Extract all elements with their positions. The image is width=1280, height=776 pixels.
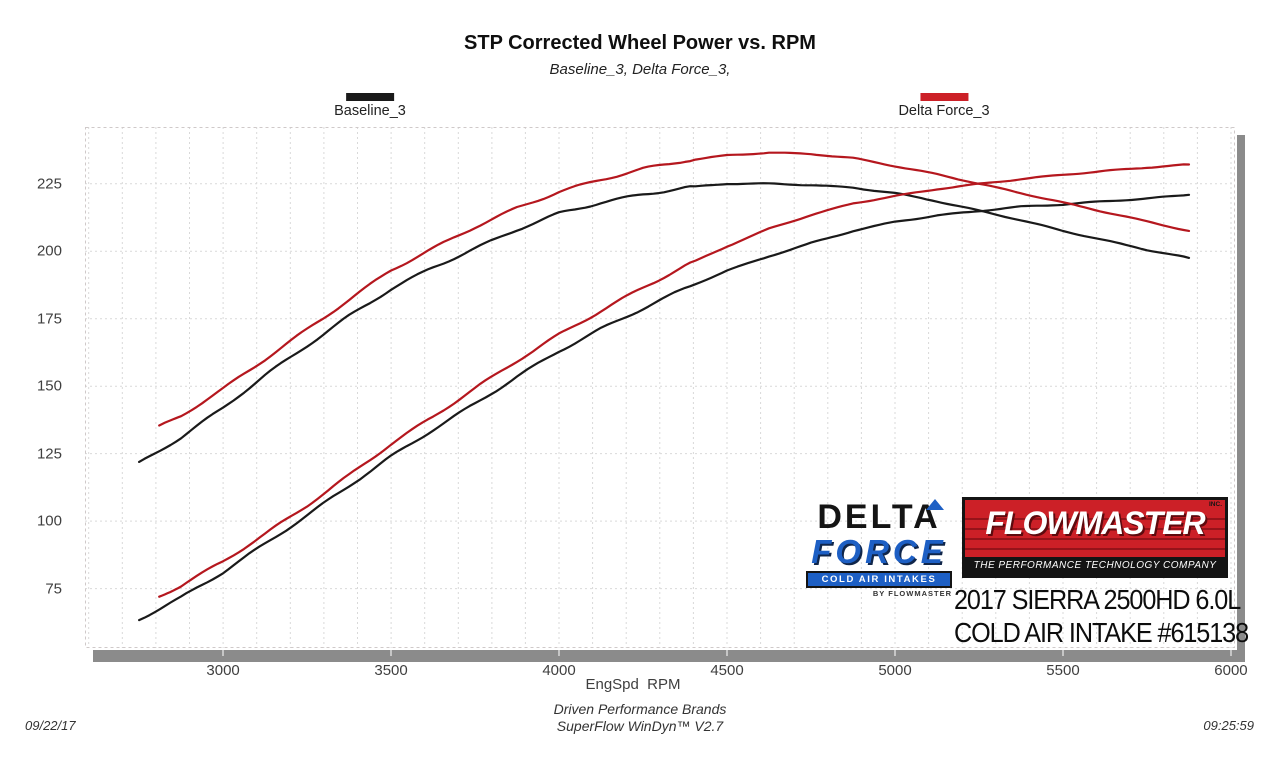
delta-a-triangle-icon xyxy=(926,499,944,510)
footer-software-line: SuperFlow WinDyn™ V2.7 xyxy=(556,718,724,734)
y-tick-label: 200 xyxy=(36,242,62,260)
legend-swatch-baseline xyxy=(346,93,394,101)
footer-brand-line: Driven Performance Brands xyxy=(553,701,727,717)
legend-entry-baseline: Baseline_3 xyxy=(334,93,406,119)
axis-shadow-bottom xyxy=(93,650,1245,662)
x-tick-mark xyxy=(558,650,561,656)
delta-force-logo: DELTA FORCE COLD AIR INTAKES BY FLOWMAST… xyxy=(806,498,952,598)
legend-label-baseline: Baseline_3 xyxy=(334,103,406,119)
series-curve-baseline-3-torque xyxy=(137,182,1191,463)
delta-force-logo-force-text: FORCE xyxy=(811,533,947,570)
x-axis-title: EngSpd RPM xyxy=(585,676,681,693)
plot-frame xyxy=(85,127,1235,648)
x-tick-mark xyxy=(726,650,729,656)
y-tick-label: 225 xyxy=(36,175,62,193)
legend-label-delta-force: Delta Force_3 xyxy=(898,103,990,119)
x-tick-mark xyxy=(1061,650,1064,656)
flowmaster-logo-name: FLOWMASTER xyxy=(985,505,1205,541)
series-curve-delta-force-3-torque xyxy=(158,151,1191,427)
x-tick-label: 4500 xyxy=(710,662,744,679)
x-tick-label: 3500 xyxy=(374,662,408,679)
flowmaster-pinstripes xyxy=(965,510,1225,552)
x-tick-mark xyxy=(222,650,225,656)
report-time: 09:25:59 xyxy=(1203,718,1254,733)
y-tick-label: 100 xyxy=(36,512,62,530)
x-tick-label: 6000 xyxy=(1214,662,1248,679)
vehicle-description-line1: 2017 SIERRA 2500HD 6.0L xyxy=(954,584,1241,615)
delta-force-logo-cold-air-intakes: COLD AIR INTAKES xyxy=(806,571,952,588)
series-curve-baseline-3-power xyxy=(137,193,1191,622)
x-tick-mark xyxy=(894,650,896,656)
legend-entry-delta-force: Delta Force_3 xyxy=(898,93,990,119)
x-tick-mark xyxy=(1229,650,1232,656)
flowmaster-logo-inc: INC. xyxy=(1209,501,1222,508)
flowmaster-logo-tagline: THE PERFORMANCE TECHNOLOGY COMPANY xyxy=(965,557,1225,575)
delta-force-logo-delta-text: DELTA xyxy=(817,498,941,536)
legend-swatch-delta-force xyxy=(919,93,968,101)
x-tick-mark xyxy=(390,650,393,656)
chart-plot-area xyxy=(85,127,1235,648)
y-tick-label: 125 xyxy=(36,445,62,463)
flowmaster-logo: FLOWMASTER INC. THE PERFORMANCE TECHNOLO… xyxy=(962,497,1228,578)
y-tick-label: 175 xyxy=(36,310,62,328)
page-subtitle: Baseline_3, Delta Force_3, xyxy=(549,61,731,78)
vehicle-description-line2: COLD AIR INTAKE #615138 xyxy=(954,617,1249,648)
axis-shadow-right xyxy=(1237,135,1245,662)
page-title: STP Corrected Wheel Power vs. RPM xyxy=(464,32,816,54)
report-date: 09/22/17 xyxy=(25,718,76,733)
x-tick-label: 5500 xyxy=(1046,662,1080,679)
delta-force-logo-by-flowmaster: BY FLOWMASTER xyxy=(872,589,952,598)
x-tick-label: 5000 xyxy=(878,662,912,679)
x-tick-label: 4000 xyxy=(542,662,576,679)
y-tick-label: 75 xyxy=(45,580,62,598)
x-tick-label: 3000 xyxy=(206,662,240,679)
chart-svg xyxy=(85,127,1235,648)
y-tick-label: 150 xyxy=(36,377,62,395)
series-curve-delta-force-3-power xyxy=(158,163,1191,598)
